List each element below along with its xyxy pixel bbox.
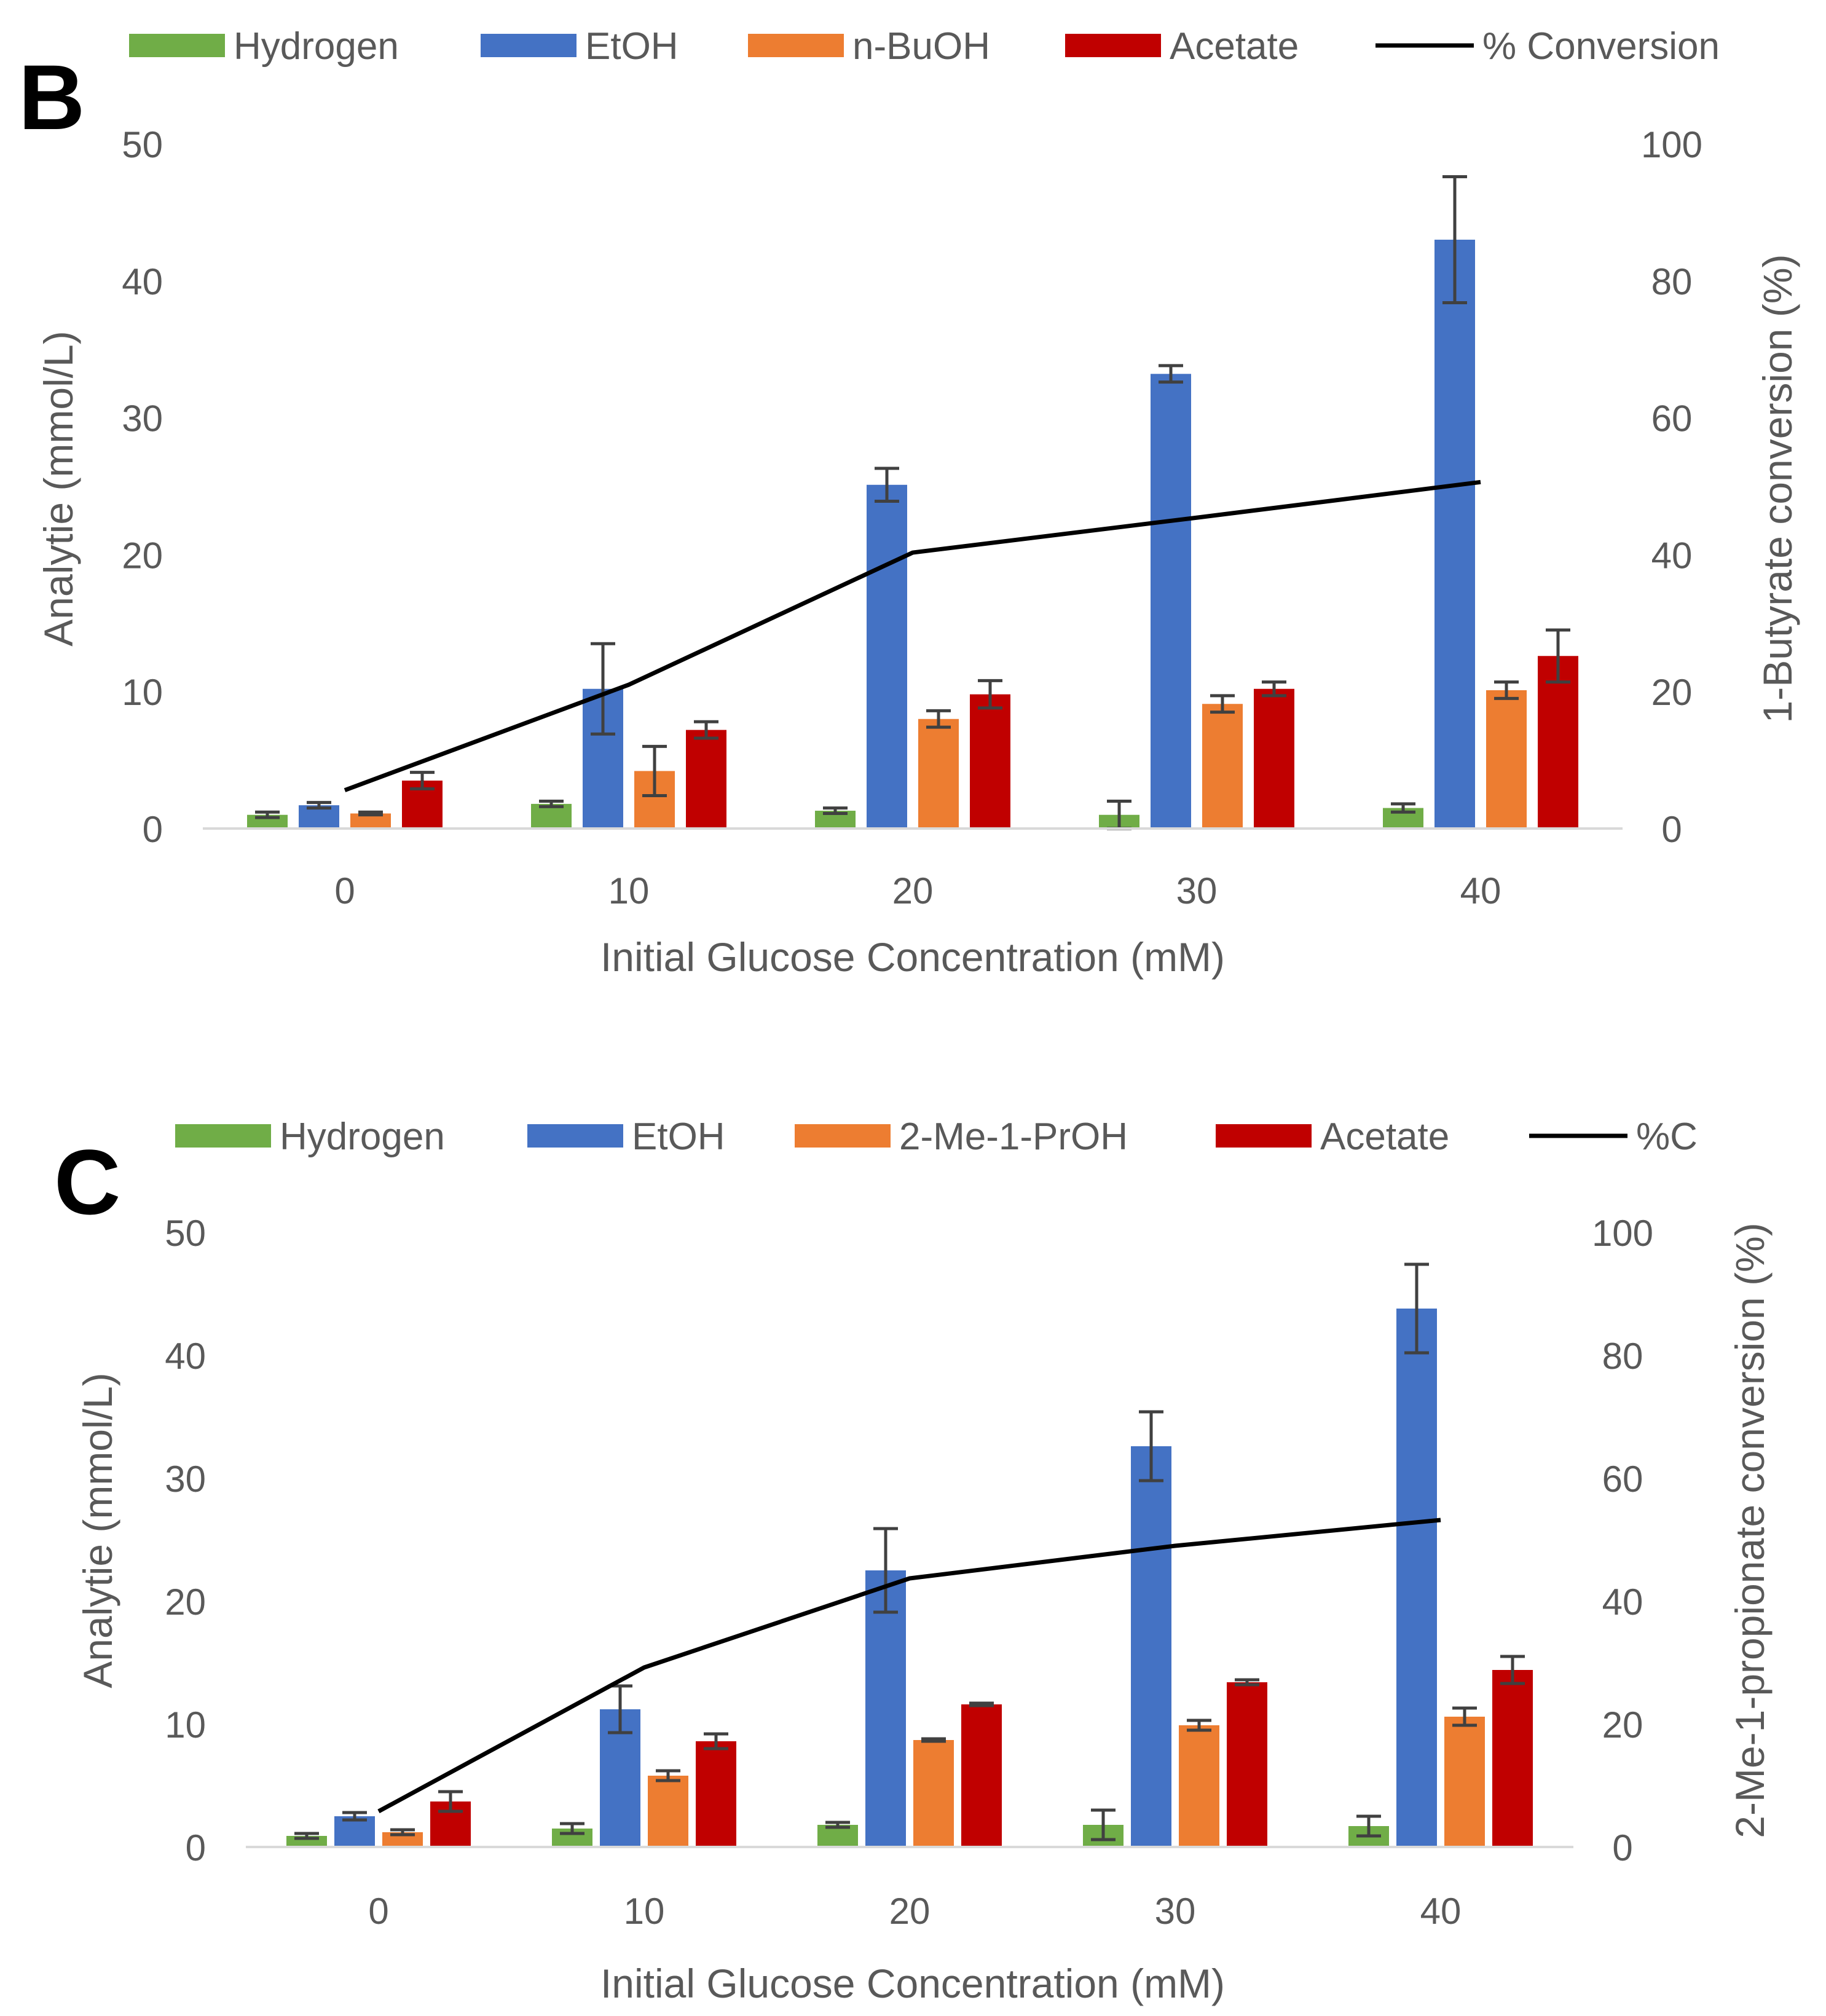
panel-c-bar-acetate: [696, 1741, 736, 1847]
panel-c-x-tick-label: 10: [624, 1891, 665, 1932]
panel-c-y2-tick-label: 20: [1602, 1704, 1643, 1746]
panel-b-bar-etoh: [1434, 239, 1475, 829]
panel-b-bar-etoh: [1151, 374, 1191, 829]
panel-b-y2-tick-label: 60: [1651, 398, 1693, 439]
panel-b-bar-acetate: [686, 730, 726, 829]
panel-b-y-tick-label: 0: [143, 809, 163, 850]
panel-c-legend-swatch: [1216, 1124, 1312, 1148]
panel-b-bar-acetate: [1254, 688, 1294, 829]
panel-b-y-tick-label: 30: [122, 398, 163, 439]
panel-b-legend-label: Hydrogen: [234, 25, 399, 68]
panel-c-bar-etoh: [1396, 1309, 1437, 1847]
panel-b-legend-swatch: [1065, 34, 1161, 57]
panel-b-y-tick-label: 10: [122, 672, 163, 713]
panel-b-x-tick-label: 20: [892, 870, 934, 912]
panel-b-legend-swatch: [129, 34, 225, 57]
panel-c-y-tick-label: 50: [165, 1213, 206, 1254]
panel-c-y2-tick-label: 100: [1592, 1213, 1653, 1254]
panel-c-legend-label: Hydrogen: [280, 1116, 445, 1158]
panel-c-legend-label: Acetate: [1320, 1116, 1449, 1158]
panel-c-y2-axis-title: 2-Me-1-propionate conversion (%): [1727, 1223, 1773, 1838]
panel-c-x-tick-label: 30: [1155, 1891, 1196, 1932]
panel-b-y2-axis-title: 1-Butyrate conversion (%): [1755, 254, 1800, 723]
panel-b-bar-etoh: [867, 484, 907, 829]
panel-c-x-tick-label: 20: [889, 1891, 931, 1932]
panel-b-x-tick-label: 30: [1176, 870, 1218, 912]
panel-b-label: B: [18, 45, 85, 149]
panel-c-y-tick-label: 10: [165, 1704, 206, 1746]
panel-c-x-tick-label: 0: [368, 1891, 388, 1932]
panel-b-bar-n-buoh: [918, 719, 959, 829]
panel-c-bar-2-me-1-proh: [1179, 1725, 1219, 1847]
panel-c-bar-acetate: [1227, 1682, 1267, 1847]
panel-b-bar-n-buoh: [1202, 704, 1243, 829]
panel-b-legend-swatch: [748, 34, 844, 57]
panel-c-y2-tick-label: 60: [1602, 1459, 1643, 1500]
panel-b-x-tick-label: 10: [608, 870, 650, 912]
panel-c-legend-swatch: [527, 1124, 623, 1148]
panel-c-bar-etoh: [1131, 1446, 1171, 1847]
panel-c-y-axis-title: Analytie (mmol/L): [75, 1372, 120, 1688]
panel-c-bar-acetate: [1492, 1670, 1533, 1847]
panel-c-y2-tick-label: 0: [1612, 1827, 1632, 1868]
panel-b-y2-tick-label: 0: [1661, 809, 1682, 850]
panel-c-x-axis-title: Initial Glucose Concentration (mM): [600, 1961, 1225, 2006]
panel-b-legend-swatch: [481, 34, 577, 57]
panel-b-x-tick-label: 0: [334, 870, 355, 912]
panel-b-legend-label: n-BuOH: [852, 25, 990, 68]
panel-b-y2-tick-label: 40: [1651, 535, 1693, 576]
panel-c-x-tick-label: 40: [1420, 1891, 1462, 1932]
panel-c-legend-label: 2-Me-1-PrOH: [899, 1116, 1128, 1158]
panel-c-legend-swatch: [175, 1124, 271, 1148]
panel-b-legend-label: % Conversion: [1482, 25, 1720, 68]
panel-b-bar-n-buoh: [1486, 690, 1527, 829]
panel-b-bar-acetate: [970, 694, 1010, 829]
panel-c-y-tick-label: 40: [165, 1336, 206, 1377]
panel-b-y-tick-label: 20: [122, 535, 163, 576]
panel-b-x-axis-title: Initial Glucose Concentration (mM): [600, 934, 1225, 980]
panel-c-legend-swatch: [795, 1124, 891, 1148]
panel-b-y-tick-label: 40: [122, 261, 163, 302]
panel-c-y2-tick-label: 80: [1602, 1336, 1643, 1377]
panel-c: C Initial Glucose Concentration (mM) Ana…: [54, 1116, 1773, 2006]
panel-c-bar-2-me-1-proh: [913, 1740, 954, 1847]
panel-c-bar-acetate: [961, 1704, 1002, 1847]
panel-c-bar-2-me-1-proh: [1444, 1717, 1485, 1847]
panel-b-legend-label: EtOH: [585, 25, 679, 68]
panel-c-conversion-line: [377, 1518, 1441, 1814]
panel-c-y2-tick-label: 40: [1602, 1581, 1643, 1623]
panel-b-y2-tick-label: 80: [1651, 261, 1693, 302]
panel-c-bar-2-me-1-proh: [648, 1776, 688, 1847]
panel-b-y-tick-label: 50: [122, 124, 163, 165]
panel-b-bar-acetate: [1538, 656, 1578, 829]
panel-b-y-axis-title: Analytie (mmol/L): [36, 331, 81, 646]
panel-c-legend-label: EtOH: [632, 1116, 725, 1158]
panel-b-x-tick-label: 40: [1460, 870, 1501, 912]
panel-b-y2-tick-label: 100: [1641, 124, 1702, 165]
panel-c-bar-etoh: [865, 1570, 906, 1847]
panel-b-legend-label: Acetate: [1170, 25, 1299, 68]
panel-b: B Initial Glucose Concentration (mM) Ana…: [18, 25, 1800, 980]
panel-b-conversion-line: [344, 479, 1481, 792]
panel-c-label: C: [54, 1130, 120, 1234]
panel-b-y2-tick-label: 20: [1651, 672, 1693, 713]
panel-c-legend-label: %C: [1636, 1116, 1698, 1158]
panel-c-y-tick-label: 20: [165, 1581, 206, 1623]
panel-c-y-tick-label: 0: [186, 1827, 206, 1868]
panel-c-y-tick-label: 30: [165, 1459, 206, 1500]
